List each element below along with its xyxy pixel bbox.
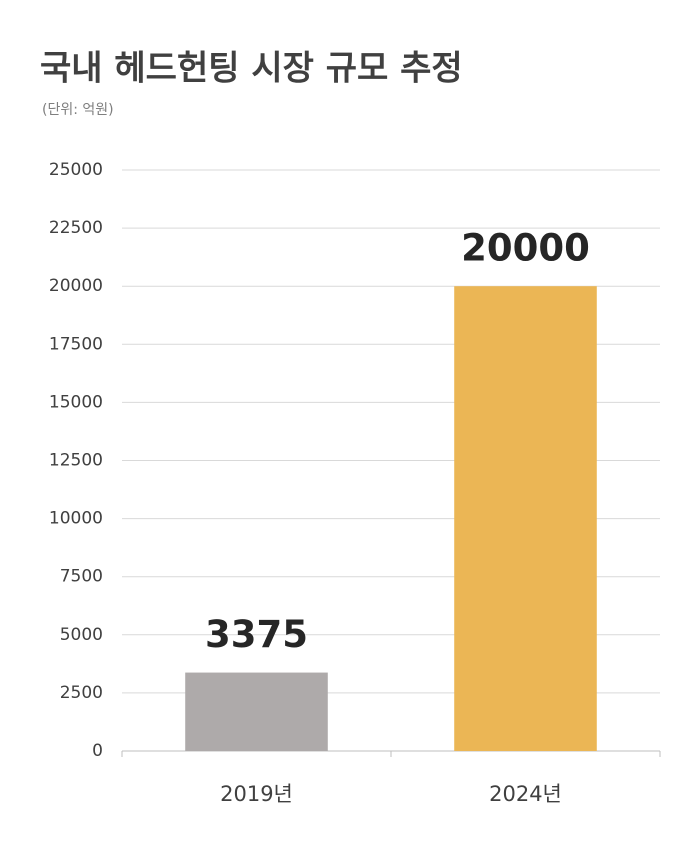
- bar: [454, 286, 597, 751]
- y-tick-label: 22500: [49, 218, 103, 238]
- x-tick-label: 2024년: [489, 782, 562, 806]
- y-tick-label: 12500: [49, 451, 103, 471]
- y-tick-label: 2500: [60, 683, 103, 703]
- chart-subtitle: (단위: 억원): [42, 102, 114, 118]
- y-tick-label: 15000: [49, 392, 103, 412]
- bar: [185, 672, 328, 751]
- data-label: 20000: [461, 227, 590, 270]
- y-tick-label: 5000: [60, 625, 103, 645]
- x-tick-label: 2019년: [220, 782, 293, 806]
- y-tick-label: 25000: [49, 160, 103, 180]
- chart-title: 국내 헤드헌팅 시장 규모 추정: [40, 49, 463, 89]
- y-tick-label: 10000: [49, 509, 103, 529]
- y-tick-label: 17500: [49, 334, 103, 354]
- data-label: 3375: [205, 613, 308, 656]
- y-tick-label: 0: [92, 741, 103, 761]
- y-tick-label: 20000: [49, 276, 103, 296]
- y-tick-label: 7500: [60, 567, 103, 587]
